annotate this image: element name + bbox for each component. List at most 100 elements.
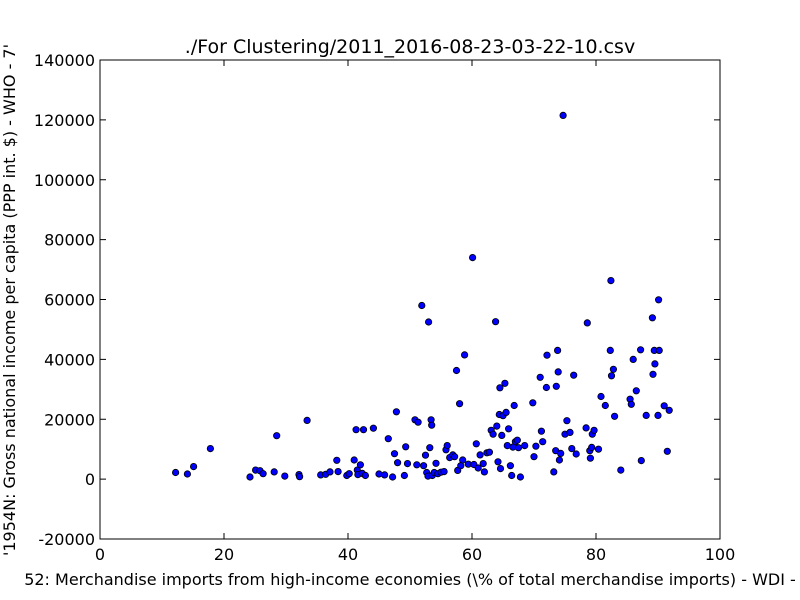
data-points xyxy=(172,111,673,481)
data-point xyxy=(172,468,180,477)
data-point xyxy=(632,387,640,395)
data-point xyxy=(559,111,567,120)
data-point xyxy=(510,401,518,410)
data-point xyxy=(582,424,590,432)
data-point xyxy=(493,422,501,430)
data-point xyxy=(609,365,618,373)
data-point xyxy=(654,411,662,419)
x-tick-label: 20 xyxy=(214,545,234,564)
data-point xyxy=(513,436,521,444)
data-point xyxy=(529,399,537,407)
data-point xyxy=(369,424,377,432)
data-point xyxy=(455,400,464,408)
data-point xyxy=(648,314,657,322)
data-point xyxy=(606,346,614,354)
y-tick-label: 80000 xyxy=(44,231,95,250)
data-point xyxy=(303,416,311,424)
y-axis-label: '1954N: Gross national income per capita… xyxy=(0,44,19,556)
data-point xyxy=(539,438,547,446)
plot-background xyxy=(100,60,720,539)
data-point xyxy=(617,466,625,474)
data-point xyxy=(428,421,436,429)
data-point xyxy=(359,426,368,434)
data-point xyxy=(530,453,538,461)
data-point xyxy=(281,472,289,480)
x-axis-label: 52: Merchandise imports from high-income… xyxy=(24,570,796,589)
data-point xyxy=(432,459,440,467)
data-point xyxy=(637,456,645,465)
data-point xyxy=(563,417,571,425)
data-point xyxy=(489,430,497,438)
data-point xyxy=(350,456,358,464)
data-point xyxy=(326,468,334,476)
data-point xyxy=(537,427,546,435)
y-tick-label: 20000 xyxy=(44,410,95,429)
data-point xyxy=(502,408,510,416)
data-point xyxy=(665,406,673,414)
data-point xyxy=(498,431,506,439)
data-point xyxy=(532,442,540,450)
data-point xyxy=(345,470,353,478)
data-point xyxy=(504,425,513,433)
data-point xyxy=(655,346,663,354)
data-point xyxy=(554,368,562,376)
data-point xyxy=(555,456,564,464)
data-point xyxy=(636,346,645,354)
data-point xyxy=(460,351,469,359)
data-point xyxy=(402,443,410,451)
data-point xyxy=(660,402,668,410)
data-point xyxy=(516,473,525,481)
data-point xyxy=(352,426,360,434)
x-tick-label: 100 xyxy=(705,545,736,564)
data-point xyxy=(450,453,459,461)
data-point xyxy=(273,432,281,440)
data-point xyxy=(426,444,434,452)
y-tick-label: 140000 xyxy=(34,51,95,70)
data-point xyxy=(566,428,574,436)
data-point xyxy=(361,471,369,480)
data-point xyxy=(496,464,505,473)
x-tick-label: 0 xyxy=(95,545,105,564)
data-point xyxy=(601,401,609,410)
chart-title: ./For Clustering/2011_2016-08-23-03-22-1… xyxy=(185,36,635,58)
x-tick-label: 40 xyxy=(338,545,358,564)
y-tick-label: 120000 xyxy=(34,111,95,130)
data-point xyxy=(552,382,560,390)
data-point xyxy=(452,366,461,375)
data-point xyxy=(557,449,565,457)
data-point xyxy=(494,458,502,466)
data-point xyxy=(651,360,659,368)
x-tick-label: 80 xyxy=(586,545,606,564)
data-point xyxy=(459,456,467,464)
data-point xyxy=(414,418,422,426)
data-point xyxy=(390,450,399,458)
data-point xyxy=(472,440,480,448)
data-point xyxy=(259,470,267,478)
data-point xyxy=(663,447,671,455)
data-point xyxy=(270,468,278,476)
data-point xyxy=(654,296,663,304)
data-point xyxy=(474,464,482,472)
data-point xyxy=(246,473,254,481)
y-tick-label: 60000 xyxy=(44,291,95,310)
data-point xyxy=(642,411,650,419)
data-point xyxy=(536,373,544,381)
data-point xyxy=(388,473,397,481)
data-point xyxy=(496,384,504,392)
data-point xyxy=(586,454,595,462)
data-point xyxy=(295,473,304,481)
data-point xyxy=(491,318,500,326)
data-point xyxy=(403,459,412,468)
data-point xyxy=(629,355,637,363)
data-point xyxy=(649,370,657,378)
y-tick-label: 100000 xyxy=(34,171,95,190)
data-point xyxy=(521,441,529,450)
data-point xyxy=(333,456,341,464)
data-point xyxy=(380,471,389,479)
y-tick-label: -20000 xyxy=(38,530,95,549)
data-point xyxy=(594,445,603,453)
data-point xyxy=(542,383,551,392)
data-point xyxy=(393,459,402,467)
data-point xyxy=(206,444,214,453)
